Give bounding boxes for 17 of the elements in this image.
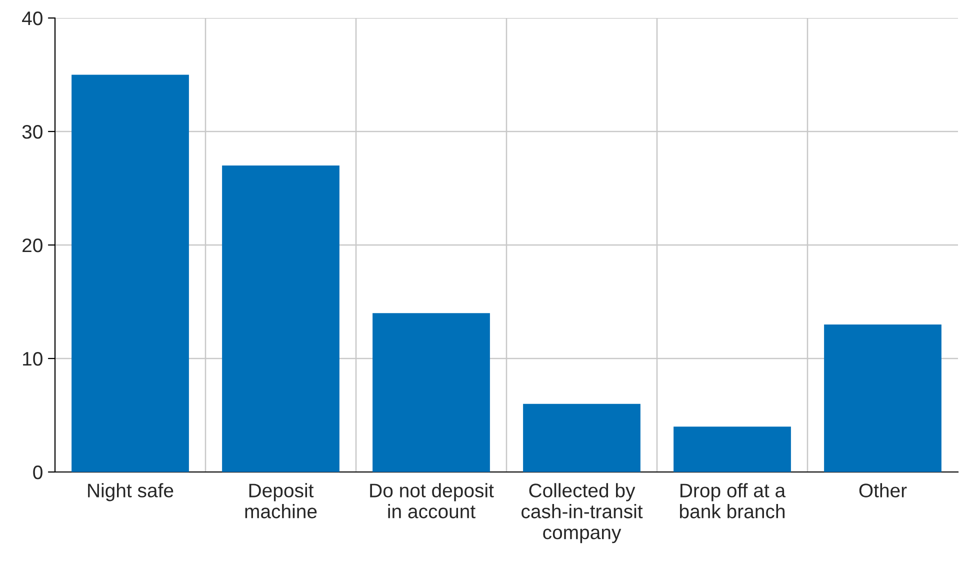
y-tick-label: 20 (22, 238, 42, 252)
y-tick-label: 10 (23, 352, 42, 366)
bar (222, 166, 340, 472)
x-tick-label: Drop off at a bank branch (680, 483, 786, 518)
x-tick-label: Collected by cash-in-transit company (522, 483, 643, 544)
x-tick-label: Deposit machine (245, 483, 317, 518)
bar (523, 404, 640, 472)
x-tick-label: Other (859, 483, 907, 498)
bar (72, 74, 189, 472)
bar (674, 426, 791, 472)
x-tick-label: Do not deposit in account (370, 483, 494, 518)
y-tick-label: 30 (22, 124, 42, 139)
bar (824, 324, 942, 472)
y-tick-label: 0 (33, 465, 42, 480)
bar (372, 313, 490, 472)
x-tick-label: Night safe (88, 483, 174, 502)
y-tick-label: 40 (22, 11, 42, 26)
